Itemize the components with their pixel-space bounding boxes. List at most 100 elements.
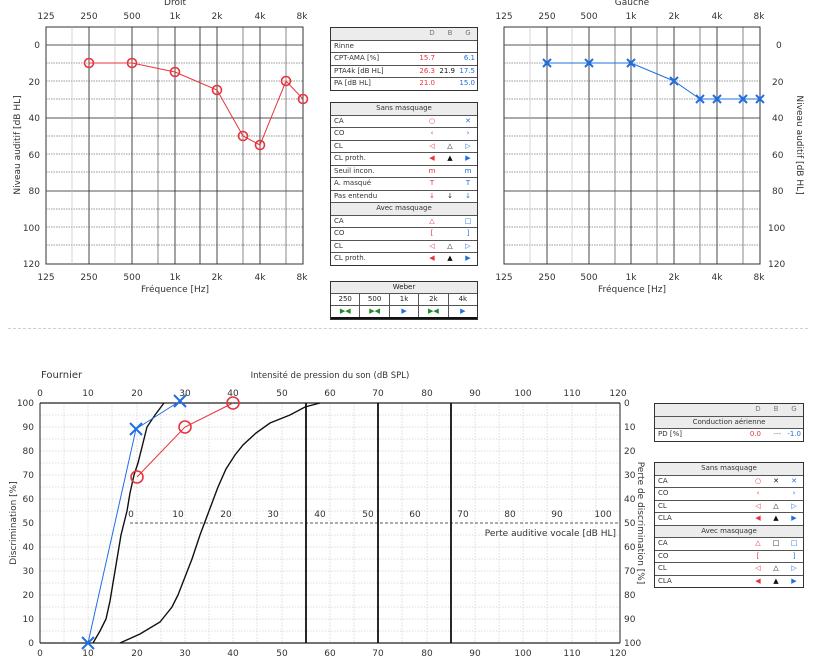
x-tick: 500 (123, 12, 140, 22)
svg-text:10: 10 (172, 510, 184, 520)
svg-text:90: 90 (23, 423, 35, 433)
legend-row: CO ‹ › (655, 487, 803, 500)
x-tick: 1k (170, 273, 182, 283)
circle-marker-icon (83, 57, 309, 151)
row-label: Seuil incon. (334, 166, 375, 175)
svg-text:20: 20 (23, 591, 35, 601)
angle-right-icon: › (792, 489, 796, 497)
triangle-up-filled-icon: ▲ (447, 254, 453, 262)
svg-text:30: 30 (267, 510, 279, 520)
triangle-left-filled-icon: ◀ (755, 514, 761, 522)
row-label: CA (334, 216, 344, 225)
bracket-left-icon: [ (756, 551, 760, 560)
weber-left-icon: ▶ (447, 306, 477, 317)
cross-icon: ✕ (465, 116, 471, 125)
svg-text:70: 70 (23, 471, 35, 481)
svg-text:80: 80 (421, 389, 433, 399)
row-label: CL proth. (334, 154, 366, 162)
legend-row: CA ○ ✕ ✕ (655, 474, 803, 488)
triangle-right-outline-icon: ▷ (791, 564, 797, 572)
section-title: Avec masquage (376, 204, 432, 212)
x-tick: 2k (669, 12, 681, 22)
y-tick: 20 (29, 78, 41, 88)
circle-icon: ○ (428, 116, 436, 125)
section-divider (8, 328, 808, 329)
row-label: CL (658, 564, 667, 572)
svg-text:30: 30 (624, 471, 636, 481)
svg-text:20: 20 (131, 389, 143, 399)
svg-text:90: 90 (469, 649, 481, 658)
weber-center-icon: ▶◀ (418, 306, 447, 317)
x-tick: 4k (712, 273, 724, 283)
y-tick: 40 (29, 114, 41, 124)
svg-text:70: 70 (372, 389, 384, 399)
triangle-up-outline-icon: △ (773, 564, 779, 572)
svg-text:40: 40 (227, 649, 239, 658)
value-right: 21.0 (419, 79, 435, 87)
reference-curve-2 (119, 402, 321, 644)
svg-text:100: 100 (594, 510, 611, 520)
triangle-left-outline-icon: ◁ (755, 501, 761, 510)
svg-text:110: 110 (563, 389, 580, 399)
row-label: CA (658, 539, 668, 547)
svg-text:60: 60 (23, 495, 35, 505)
svg-text:120: 120 (609, 389, 626, 399)
svg-text:30: 30 (23, 567, 35, 577)
x-tick: 125 (495, 12, 512, 22)
row-label: CO (334, 129, 345, 137)
table-header: D B G (331, 28, 477, 40)
x-tick: 500 (580, 12, 597, 22)
uncomfortable-threshold-icon: m (464, 166, 472, 175)
angle-left-icon: ‹ (756, 489, 760, 497)
left-axis-label: Discrimination [%] (9, 481, 19, 564)
square-outline-icon: □ (772, 539, 780, 547)
value-left: 15.0 (459, 79, 475, 87)
y-tick: 20 (772, 78, 784, 88)
svg-text:100: 100 (514, 389, 531, 399)
x-tick: 1k (626, 273, 638, 283)
empty-icon (441, 228, 459, 240)
col-d: D (755, 405, 761, 413)
svg-text:100: 100 (624, 639, 641, 649)
row-label: CPT-AMA [%] (334, 54, 380, 62)
empty-icon (441, 216, 459, 228)
svg-text:40: 40 (23, 543, 35, 553)
row-label: CA (658, 476, 668, 485)
col-b: B (773, 405, 779, 413)
legend-row: CO ‹ › (331, 127, 477, 140)
triangle-up-filled-icon: ▲ (773, 514, 779, 522)
table-row: PTA4k [dB HL] 26.3 21.9 17.5 (331, 64, 477, 78)
svg-text:90: 90 (469, 389, 481, 399)
value-both (437, 53, 457, 65)
square-outline-icon: □ (790, 539, 798, 547)
circle-icon: ○ (754, 476, 762, 485)
speech-audiometry-chart: Fournier Intensité de pression du son (d… (9, 370, 645, 658)
x-tick: 250 (538, 273, 555, 283)
bracket-left-icon: [ (430, 229, 434, 237)
svg-text:60: 60 (324, 389, 336, 399)
svg-text:70: 70 (457, 510, 469, 520)
cross-marker-icon (542, 58, 765, 104)
masked-t-icon: T (429, 179, 435, 187)
weber-center-icon: ▶◀ (339, 307, 351, 315)
legend-row: CO [] (655, 549, 803, 563)
cross-marker-icon (81, 394, 187, 650)
svg-text:70: 70 (624, 567, 636, 577)
triangle-right-outline-icon: ▷ (465, 141, 471, 150)
row-label: CA (334, 116, 344, 125)
weber-title: Weber (331, 282, 477, 294)
right-ear-speech-line (136, 402, 234, 478)
svg-text:80: 80 (421, 649, 433, 658)
triangle-right-filled-icon: ▶ (465, 254, 471, 262)
right-ear-air-conduction-line (89, 62, 304, 146)
square-outline-icon: □ (464, 216, 472, 225)
value-both: --- (773, 430, 781, 438)
weber-left-icon: ▶ (388, 306, 418, 317)
col-d: D (429, 29, 435, 37)
row-label: PTA4k [dB HL] (334, 66, 384, 75)
audiogram-left-ear: Gauche 125 250 500 1k 2k 4k 8k (495, 0, 804, 295)
x-tick: 4k (255, 273, 267, 283)
weber-center-icon: ▶◀ (359, 306, 388, 317)
svg-text:20: 20 (220, 510, 232, 520)
svg-text:40: 40 (227, 389, 239, 399)
